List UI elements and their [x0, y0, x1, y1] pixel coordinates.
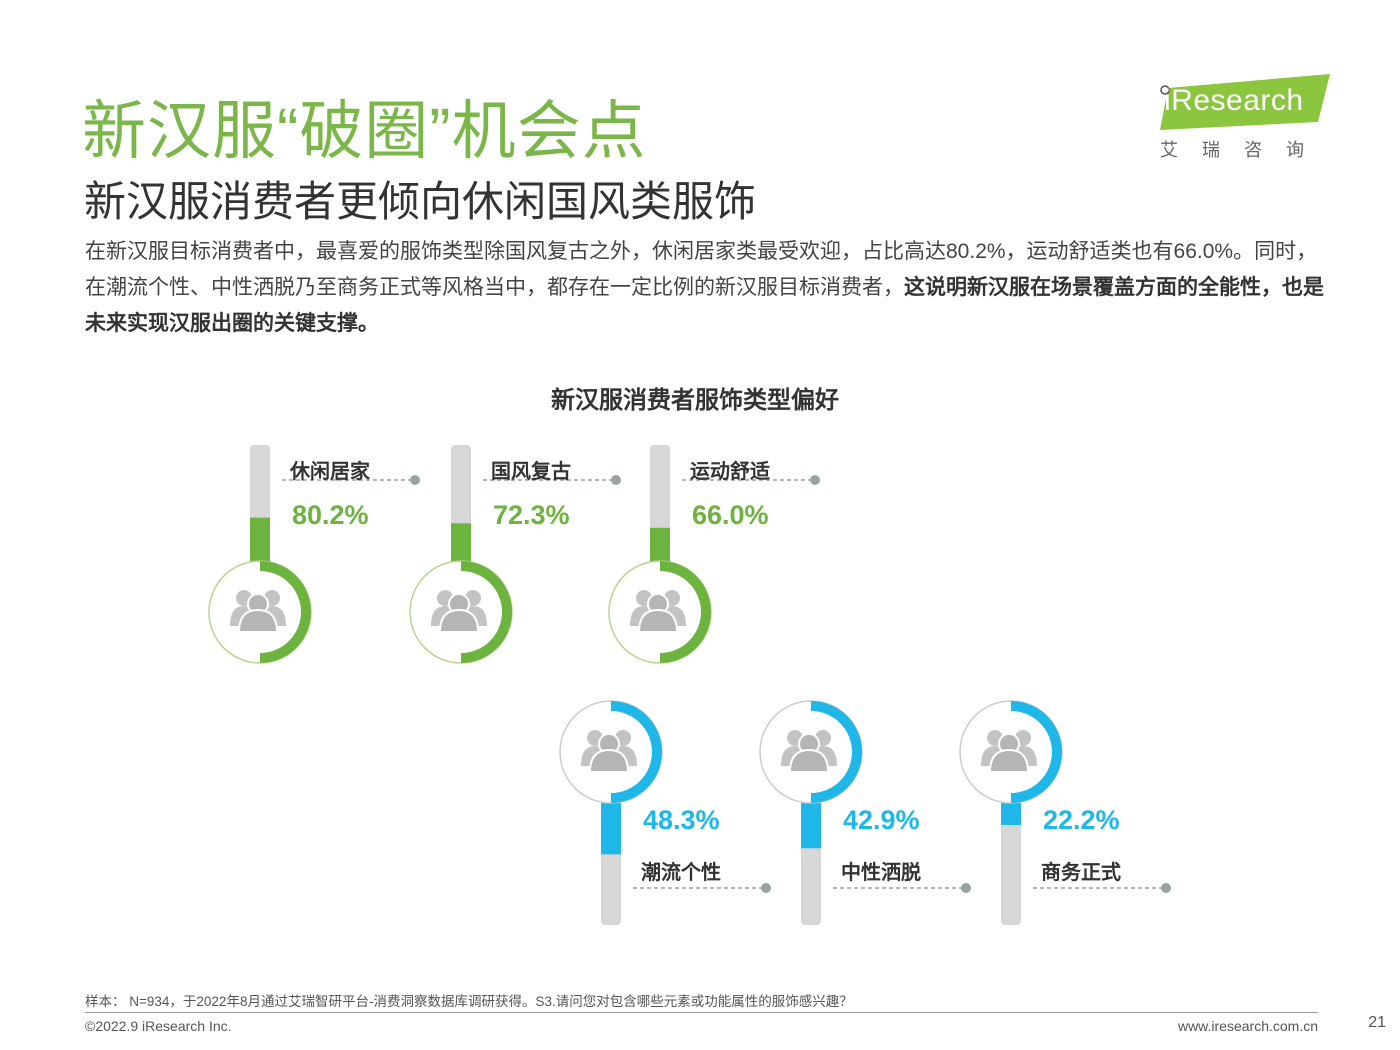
website-text: www.iresearch.com.cn — [1177, 1018, 1318, 1034]
item-4-ring — [610, 701, 662, 803]
chart-title: 新汉服消费者服饰类型偏好 — [551, 387, 839, 414]
item-1-value: 80.2% — [292, 500, 369, 530]
item-4-category: 潮流个性 — [641, 862, 721, 884]
item-3-ring — [659, 561, 711, 663]
logo-wordmark: iResearch — [1164, 84, 1304, 117]
page-number: 21 — [1368, 1014, 1386, 1031]
item-1-people-icon — [230, 590, 286, 633]
logo-cn-text: 艾瑞咨询 — [1160, 140, 1328, 160]
page-subtitle: 新汉服消费者更倾向休闲国风类服饰 — [84, 178, 757, 225]
item-6-value: 22.2% — [1043, 805, 1120, 835]
item-4-value: 48.3% — [643, 805, 720, 835]
sample-note: 样本： N=934，于2022年8月通过艾瑞智研平台-消费洞察数据库调研获得。S… — [85, 994, 853, 1009]
summary-highlight: 这说明新汉服在场景覆盖方面的全能性，也是未来实现汉服出圈的关键支撑。 — [85, 276, 1324, 335]
iresearch-logo: iResearch 艾瑞咨询 — [1158, 74, 1333, 162]
item-2-ring — [460, 561, 512, 663]
item-6-ring — [1010, 701, 1062, 803]
item-3-people-icon — [630, 590, 686, 633]
item-2-people-icon — [431, 590, 487, 633]
page-title: 新汉服“破圈”机会点 — [82, 95, 647, 167]
item-6-category: 商务正式 — [1041, 862, 1121, 884]
item-4-people-icon — [581, 730, 637, 773]
item-5-people-icon — [781, 730, 837, 773]
item-2-leader-dot — [611, 475, 621, 485]
summary-paragraph: 在新汉服目标消费者中，最喜爱的服饰类型除国风复古之外，休闲居家类最受欢迎，占比高… — [85, 234, 1325, 342]
item-5-bar — [801, 800, 821, 849]
item-6-people-icon — [981, 730, 1037, 773]
item-5-value: 42.9% — [843, 805, 920, 835]
item-3-category: 运动舒适 — [690, 461, 770, 483]
copyright-text: ©2022.9 iResearch Inc. — [85, 1018, 232, 1034]
item-2-category: 国风复古 — [491, 461, 571, 483]
item-3-value: 66.0% — [692, 500, 769, 530]
item-1-ring — [259, 561, 311, 663]
item-1-category: 休闲居家 — [290, 461, 370, 483]
item-5-leader-dot — [961, 883, 971, 893]
footer-divider — [85, 1012, 1318, 1013]
item-3-leader-dot — [810, 475, 820, 485]
item-6-leader-dot — [1161, 883, 1171, 893]
item-6-bar-track — [1001, 800, 1021, 925]
logo-badge — [1160, 74, 1330, 130]
item-5-ring — [810, 701, 862, 803]
item-2-value: 72.3% — [493, 500, 570, 530]
item-4-leader-dot — [761, 883, 771, 893]
item-6-bar — [1001, 800, 1021, 825]
item-5-category: 中性洒脱 — [841, 862, 921, 884]
item-4-bar — [601, 800, 621, 855]
item-1-leader-dot — [410, 475, 420, 485]
summary-text: 在新汉服目标消费者中，最喜爱的服饰类型除国风复古之外，休闲居家类最受欢迎，占比高… — [85, 240, 1318, 299]
